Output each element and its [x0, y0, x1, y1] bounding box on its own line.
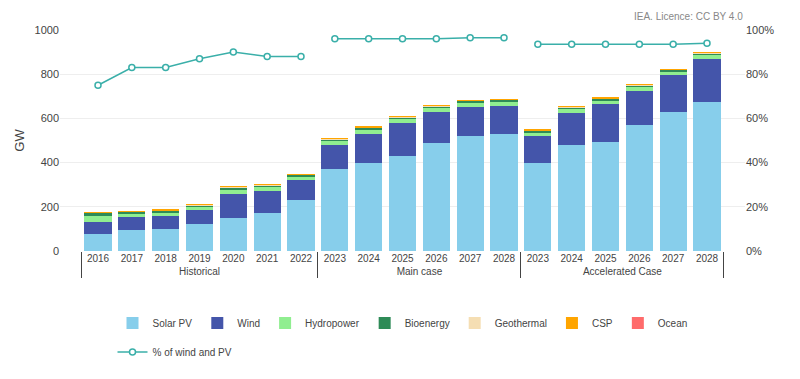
svg-text:2027: 2027	[662, 253, 685, 264]
svg-text:0: 0	[53, 245, 59, 257]
svg-text:GW: GW	[12, 129, 27, 152]
svg-text:0%: 0%	[746, 245, 762, 257]
svg-text:Main case: Main case	[397, 266, 443, 277]
svg-text:2022: 2022	[290, 253, 313, 264]
svg-text:200: 200	[41, 201, 59, 213]
svg-text:1000: 1000	[35, 24, 59, 36]
svg-text:% of wind and PV: % of wind and PV	[153, 347, 232, 358]
svg-text:IEA. Licence: CC BY 4.0: IEA. Licence: CC BY 4.0	[634, 11, 743, 22]
svg-text:2024: 2024	[561, 253, 584, 264]
svg-text:2019: 2019	[188, 253, 211, 264]
svg-text:Solar PV: Solar PV	[153, 318, 193, 329]
svg-text:600: 600	[41, 112, 59, 124]
svg-text:20%: 20%	[746, 201, 768, 213]
svg-text:2025: 2025	[391, 253, 414, 264]
svg-text:2021: 2021	[256, 253, 279, 264]
svg-text:2027: 2027	[459, 253, 482, 264]
svg-text:2026: 2026	[628, 253, 651, 264]
svg-text:Ocean: Ocean	[658, 318, 687, 329]
svg-text:2028: 2028	[493, 253, 516, 264]
svg-text:2018: 2018	[155, 253, 178, 264]
svg-text:2020: 2020	[222, 253, 245, 264]
svg-text:2024: 2024	[358, 253, 381, 264]
svg-text:2016: 2016	[87, 253, 110, 264]
svg-text:800: 800	[41, 68, 59, 80]
svg-text:Geothermal: Geothermal	[495, 318, 547, 329]
svg-text:2023: 2023	[527, 253, 550, 264]
svg-text:2017: 2017	[121, 253, 144, 264]
svg-text:400: 400	[41, 156, 59, 168]
svg-text:Historical: Historical	[179, 266, 220, 277]
svg-text:2028: 2028	[696, 253, 719, 264]
svg-text:60%: 60%	[746, 112, 768, 124]
svg-text:Accelerated Case: Accelerated Case	[583, 266, 662, 277]
svg-text:Bioenergy: Bioenergy	[405, 318, 450, 329]
svg-text:Hydropower: Hydropower	[305, 318, 360, 329]
svg-text:2023: 2023	[324, 253, 347, 264]
svg-text:2025: 2025	[594, 253, 617, 264]
svg-text:CSP: CSP	[592, 318, 613, 329]
svg-text:100%: 100%	[746, 24, 774, 36]
svg-text:40%: 40%	[746, 156, 768, 168]
svg-text:80%: 80%	[746, 68, 768, 80]
svg-text:Wind: Wind	[237, 318, 260, 329]
svg-text:2026: 2026	[425, 253, 448, 264]
